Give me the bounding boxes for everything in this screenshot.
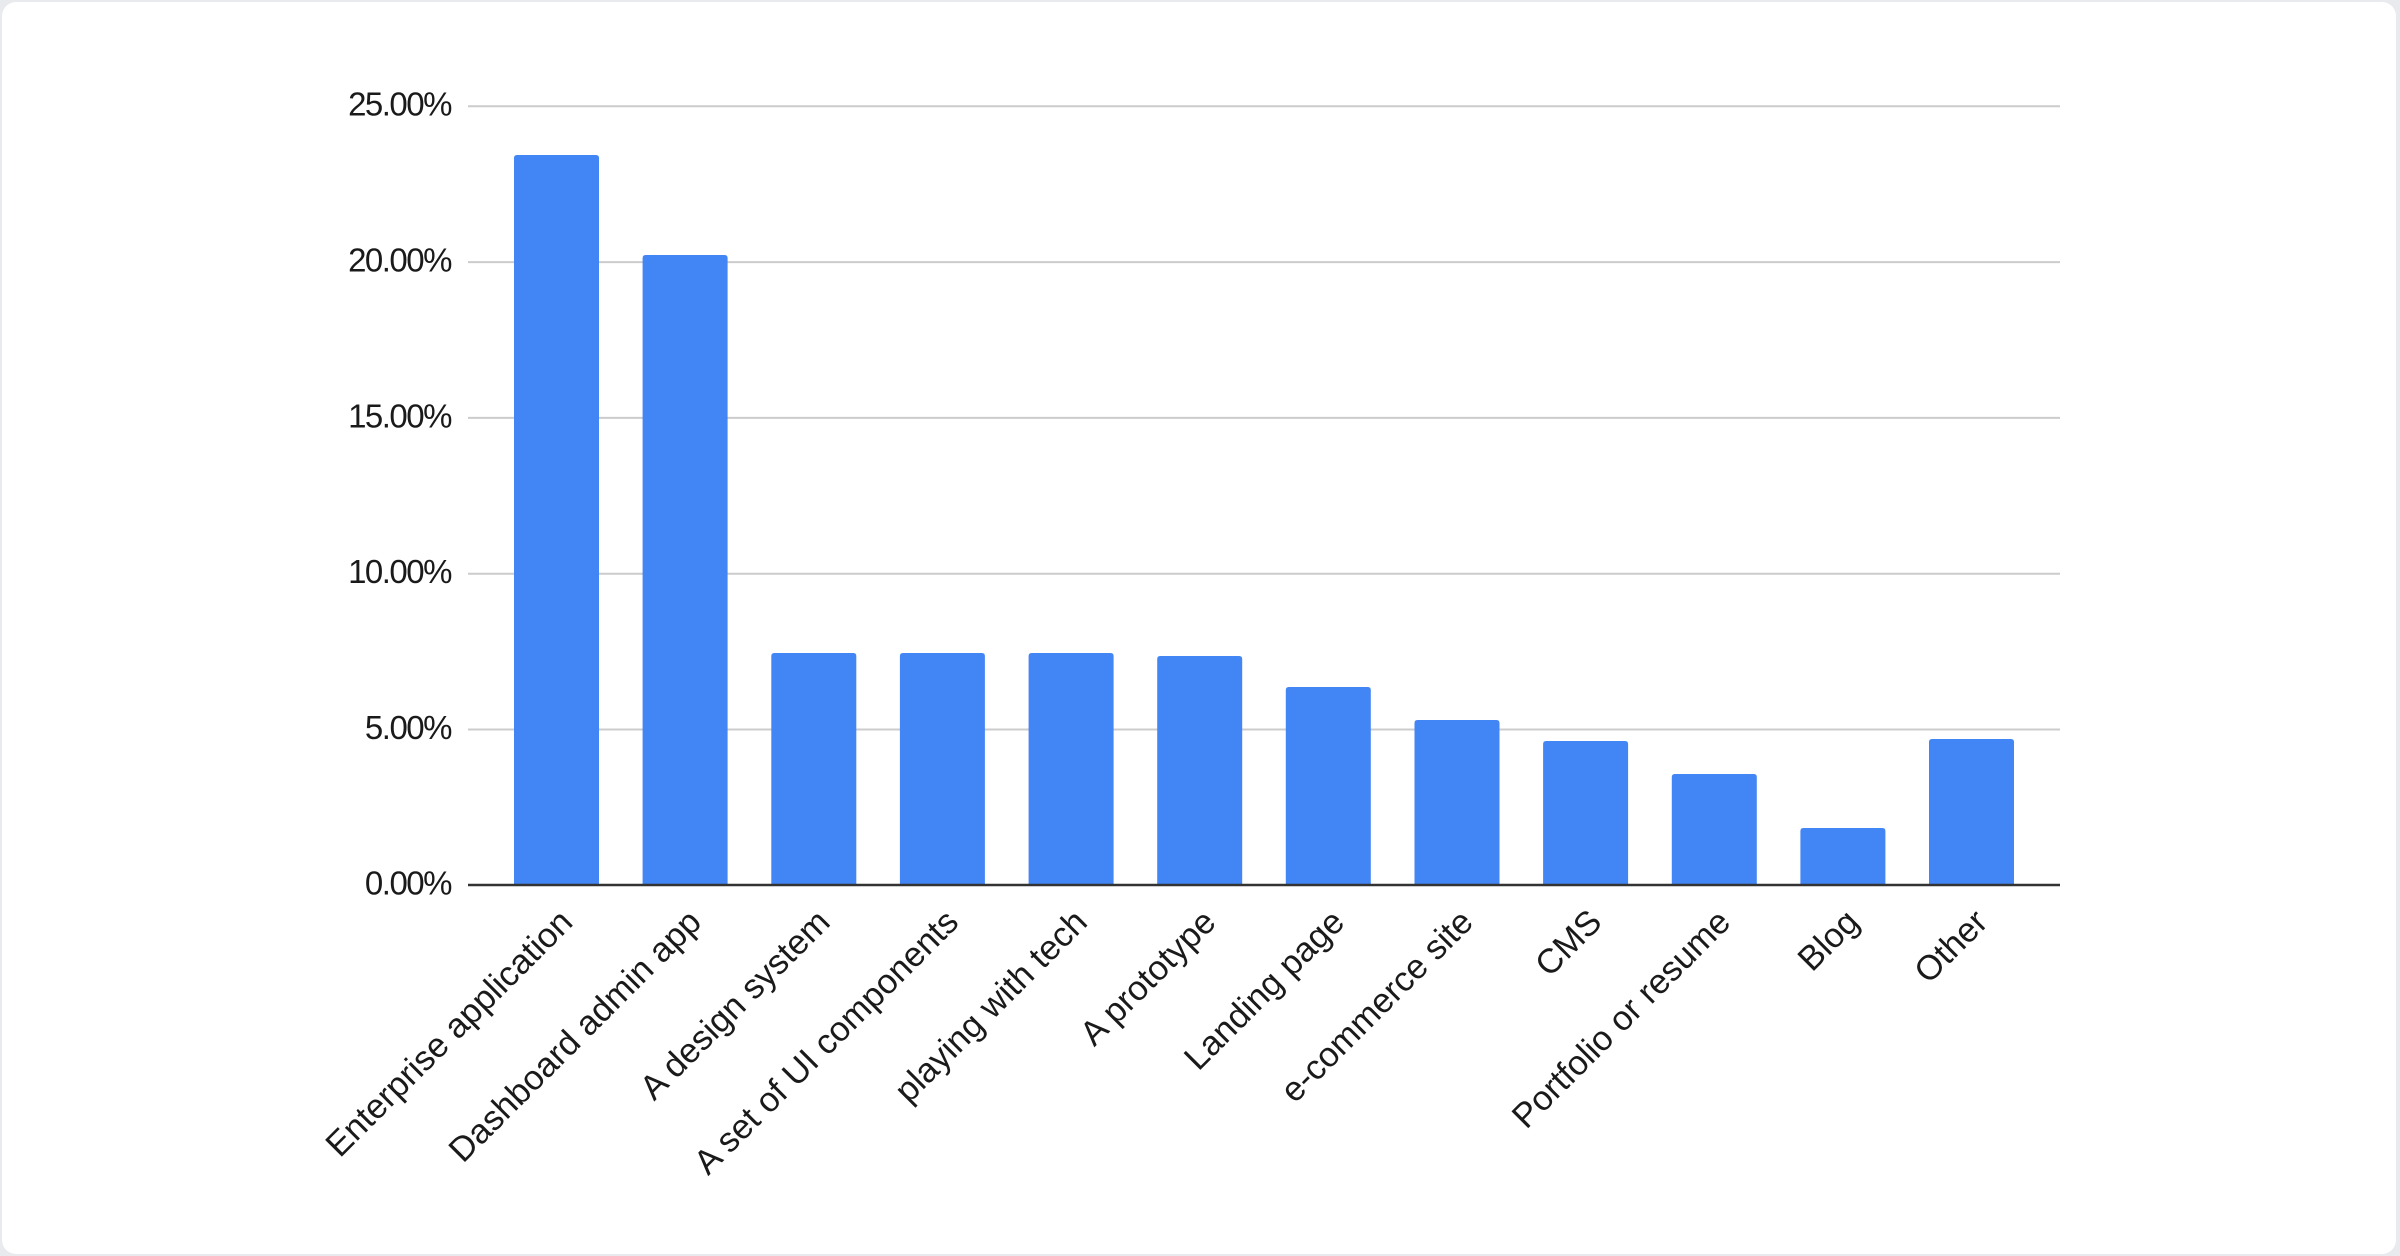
svg-text:0.00%: 0.00%: [365, 864, 452, 901]
svg-text:5.00%: 5.00%: [365, 709, 452, 746]
svg-text:25.00%: 25.00%: [348, 86, 452, 123]
svg-text:15.00%: 15.00%: [348, 397, 452, 434]
svg-text:10.00%: 10.00%: [348, 553, 452, 590]
svg-text:20.00%: 20.00%: [348, 242, 452, 279]
